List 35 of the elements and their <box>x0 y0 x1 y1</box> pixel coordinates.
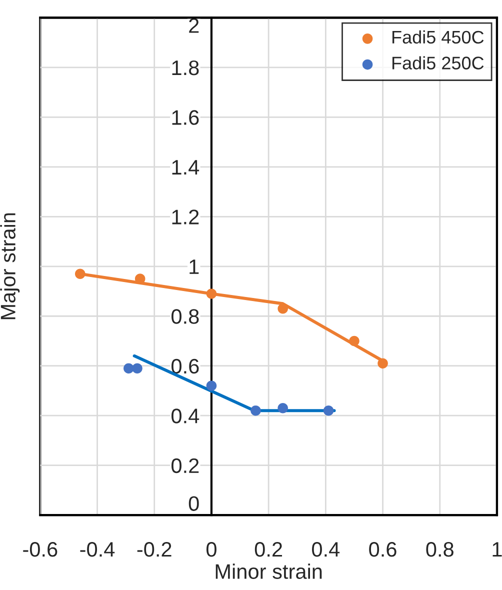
point <box>206 288 217 299</box>
point <box>323 405 334 416</box>
x-tick-label: 0.8 <box>426 542 454 557</box>
x-tick-label: -0.2 <box>137 542 172 557</box>
y-tick-label: 0.6 <box>172 358 199 374</box>
y-axis-title: Major strain <box>0 213 20 320</box>
x-axis-title: Minor strain <box>216 564 322 579</box>
point <box>132 363 142 374</box>
y-tick-label: 0.4 <box>172 408 200 424</box>
point <box>206 380 217 391</box>
point <box>250 405 261 416</box>
point <box>349 336 360 346</box>
point <box>124 363 134 374</box>
x-tick-label: 1 <box>492 542 502 557</box>
x-tick-label: 0 <box>206 542 216 557</box>
y-tick-label: 1.4 <box>172 160 200 174</box>
y-tick-label: 0.2 <box>172 458 199 474</box>
x-tick-label: -0.4 <box>80 542 115 557</box>
legend-label: Fadi5 250C <box>392 56 484 70</box>
y-tick-label: 2 <box>189 18 199 33</box>
legend-label: Fadi5 450C <box>392 30 484 44</box>
point <box>278 402 288 414</box>
y-tick-label: 0.8 <box>172 309 199 324</box>
point <box>378 358 388 369</box>
x-tick-label: 0.2 <box>254 542 282 557</box>
point <box>278 304 288 314</box>
y-tick-label: 1.6 <box>172 110 199 125</box>
y-tick-label: 1.8 <box>172 60 199 76</box>
y-tick-label: 0 <box>188 496 199 511</box>
y-tick-label: 1.2 <box>172 210 199 224</box>
x-tick-label: -0.6 <box>23 542 58 557</box>
point <box>74 268 86 279</box>
x-tick-label: 0.4 <box>312 542 340 557</box>
x-tick-label: 0.6 <box>369 542 396 557</box>
y-tick-label: 1 <box>190 260 199 274</box>
